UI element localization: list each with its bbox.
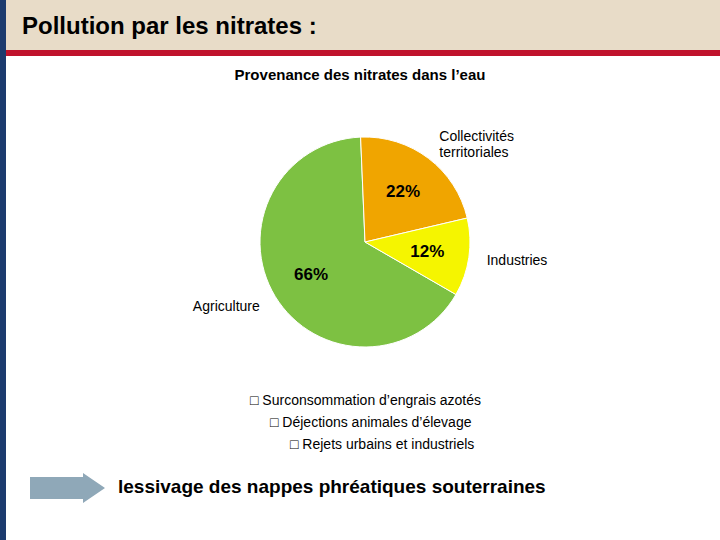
- html-text:Pollution par les nitrates :: Pollution par les nitrates :: [22, 12, 317, 39]
- svg-text:22%: 22%: [386, 182, 420, 201]
- html-text:□ Déjections animales d’élevag: □ Déjections animales d’élevage: [270, 414, 472, 430]
- html-text:□ Rejets urbains et industriel: □ Rejets urbains et industriels: [290, 436, 475, 452]
- html-text:□ Surconsommation d’engrais az: □ Surconsommation d’engrais azotés: [250, 392, 481, 408]
- svg-text:Industries: Industries: [487, 252, 548, 268]
- html-text:lessivage des nappes phréatiqu: lessivage des nappes phréatiques souterr…: [118, 476, 546, 497]
- svg-text:12%: 12%: [410, 242, 444, 261]
- svg-text:Collectivitésterritoriales: Collectivitésterritoriales: [439, 128, 514, 160]
- svg-text:Agriculture: Agriculture: [193, 298, 260, 314]
- svg-text:66%: 66%: [294, 265, 328, 284]
- html-text:Provenance des nitrates dans l: Provenance des nitrates dans l’eau: [234, 66, 486, 83]
